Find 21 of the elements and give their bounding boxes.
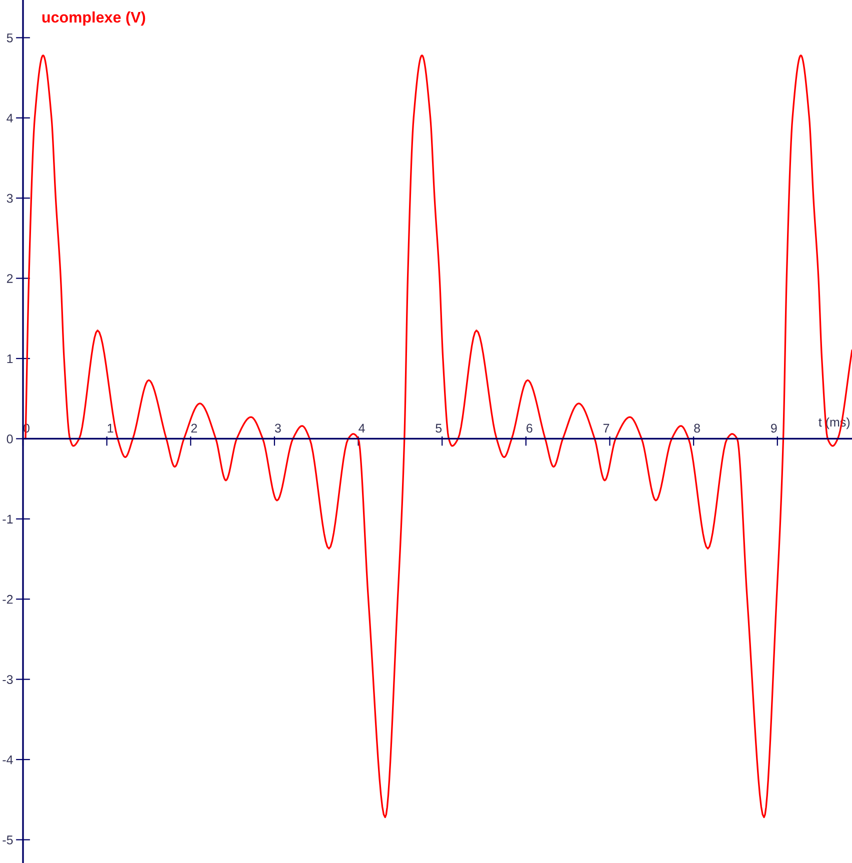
x-tick-label: 2 <box>191 424 197 432</box>
y-tick-label: 3 <box>6 194 13 203</box>
y-tick-label: -4 <box>2 755 13 764</box>
y-tick-label: 1 <box>7 354 13 364</box>
x-tick-label: 8 <box>694 424 700 433</box>
x-tick-label: 6 <box>526 424 532 433</box>
y-tick-label: -2 <box>2 594 13 604</box>
y-tick-label: 0 <box>6 434 13 444</box>
y-tick-label: 5 <box>6 34 13 42</box>
x-tick-label: 9 <box>771 424 777 433</box>
y-tick-label: 2 <box>6 274 13 283</box>
x-tick-label: 1 <box>108 424 114 432</box>
x-tick-label: 3 <box>274 424 281 433</box>
y-tick-label: -1 <box>2 514 13 524</box>
x-tick-label: 4 <box>358 424 365 432</box>
y-axis-title: ucomplexe (V) <box>42 11 146 26</box>
y-tick-label: -3 <box>2 675 13 684</box>
y-tick-label: 4 <box>6 114 13 122</box>
x-tick-label: 5 <box>436 424 442 433</box>
y-tick-label: -5 <box>2 836 13 844</box>
x-tick-label: 7 <box>603 424 610 432</box>
